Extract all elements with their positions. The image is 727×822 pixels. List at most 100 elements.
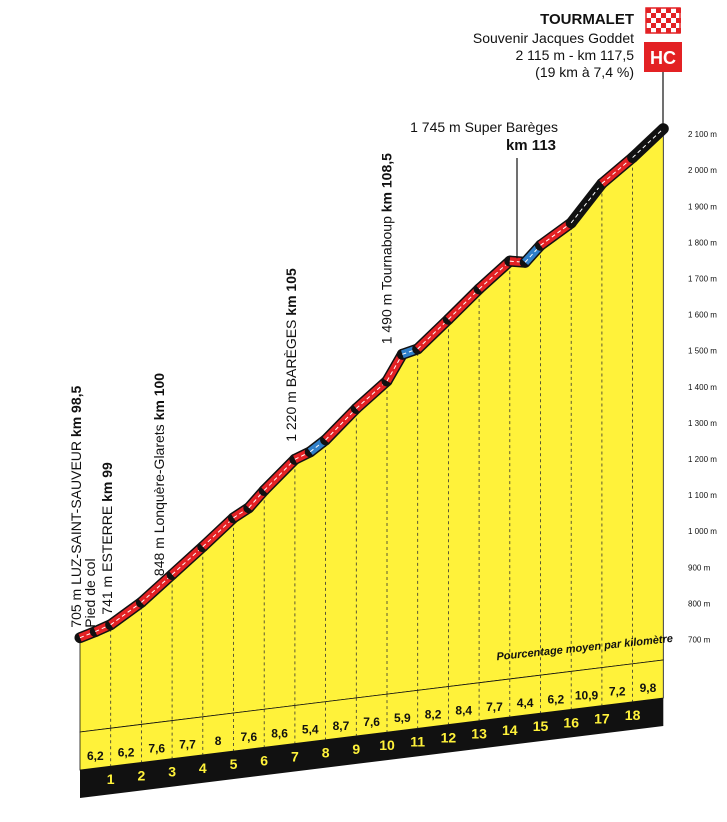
place-label: 1 220 m BARÈGES km 105 <box>283 268 299 442</box>
gradient-label: 5,4 <box>302 723 319 737</box>
road-segment <box>169 543 206 578</box>
place-annotation: 1 490 m Tournaboup km 108,5 <box>378 153 394 344</box>
road-centerline <box>509 260 526 263</box>
y-tick-label: 700 m <box>688 636 711 645</box>
y-tick-label: 1 100 m <box>688 491 717 500</box>
road-centerline <box>417 318 449 350</box>
summit-name: TOURMALET <box>540 11 634 28</box>
y-tick-label: 1 600 m <box>688 311 717 320</box>
km-label: 17 <box>594 711 610 727</box>
y-tick-label: 1 200 m <box>688 455 717 464</box>
gradient-label: 8,2 <box>425 707 442 721</box>
km-label: 10 <box>379 737 395 753</box>
y-tick-label: 1 300 m <box>688 419 717 428</box>
road-centerline <box>79 631 96 639</box>
summit-block: TOURMALET Souvenir Jacques Goddet 2 115 … <box>473 7 682 130</box>
gradient-label: 7,7 <box>486 700 503 714</box>
checkered-flag-icon <box>645 7 681 34</box>
road-centerline <box>540 222 572 246</box>
gradient-label: 10,9 <box>575 688 599 702</box>
km-label: 4 <box>199 760 207 776</box>
km-label: 18 <box>625 707 641 723</box>
gradient-label: 9,8 <box>640 681 657 695</box>
gradient-label: 6,2 <box>548 692 565 706</box>
place-km: km 108,5 <box>378 153 394 212</box>
gradient-label: 8 <box>215 734 222 748</box>
gradient-label: 7,7 <box>179 738 196 752</box>
gradient-label: 7,6 <box>148 742 165 756</box>
altitude-axis: 700 m 800 m 900 m 1 000 m 1 100 m 1 200 m 1 30… <box>688 130 717 644</box>
km-label: 12 <box>441 730 457 746</box>
place-sub: Pied de col <box>82 558 98 627</box>
y-tick-label: 900 m <box>688 563 711 572</box>
place-name: 848 m Lonquère-Glarets <box>151 420 167 576</box>
km-label: 14 <box>502 722 518 738</box>
road-segment <box>353 378 390 412</box>
km-label: 8 <box>322 745 330 761</box>
gradient-label: 7,6 <box>363 715 380 729</box>
category-label: HC <box>650 48 676 68</box>
place-km: km 99 <box>99 462 115 502</box>
road-centerline <box>248 490 265 509</box>
gradient-label: 6,2 <box>118 745 135 759</box>
place-name: 1 220 m BARÈGES <box>283 316 299 442</box>
y-tick-label: 1 500 m <box>688 347 717 356</box>
base-band: 1 2 3 4 5 6 7 8 9 10 11 12 13 14 15 16 17 18 <box>79 659 664 798</box>
place-label: 705 m LUZ-SAINT-SAUVEUR km 98,5 <box>68 385 84 627</box>
road-centerline <box>263 459 296 491</box>
km-label: 13 <box>471 726 487 742</box>
gradient-label: 8,4 <box>455 704 472 718</box>
km-band <box>80 698 664 798</box>
super-bareges-label: 1 745 m Super Barèges <box>410 119 558 135</box>
km-label: 1 <box>107 771 115 787</box>
km-label: 15 <box>533 718 549 734</box>
category-badge <box>644 42 682 72</box>
km-label: 16 <box>563 714 579 730</box>
place-name: 1 490 m Tournaboup <box>378 212 394 344</box>
summit-altitude: 2 115 m - km 117,5 <box>515 47 634 63</box>
gradient-label: 5,9 <box>394 711 411 725</box>
place-km: km 98,5 <box>68 385 84 437</box>
road-centerline <box>448 288 480 320</box>
y-tick-label: 1 900 m <box>688 202 717 211</box>
place-km: km 105 <box>283 268 299 316</box>
place-annotation: 848 m Lonquère-Glarets km 100 <box>151 373 167 576</box>
road-centerline <box>524 244 541 263</box>
gradient-labels: 6,2 6,2 7,6 7,7 8 7,6 8,6 5,4 8,7 7,6 5,9 8,2 8,4 7,7… <box>87 681 657 763</box>
road-line <box>74 123 669 644</box>
gradient-label: 6,2 <box>87 749 104 763</box>
y-tick-label: 1 400 m <box>688 383 717 392</box>
gradient-label: 4,4 <box>517 696 534 710</box>
y-tick-label: 1 000 m <box>688 527 717 536</box>
y-tick-label: 2 000 m <box>688 166 717 175</box>
road-segment <box>138 571 175 606</box>
road-centerline <box>202 517 234 548</box>
road-centerline <box>570 183 603 224</box>
km-label: 2 <box>138 767 146 783</box>
summit-subtitle: Souvenir Jacques Goddet <box>473 30 634 46</box>
km-label: 5 <box>230 756 238 772</box>
y-tick-label: 1 700 m <box>688 275 717 284</box>
place-label: 741 m ESTERRE km 99 <box>99 462 115 615</box>
summit-climb: (19 km à 7,4 %) <box>535 64 634 80</box>
road-centerline <box>325 408 357 441</box>
road-centerline <box>110 601 142 626</box>
place-annotation: 1 220 m BARÈGES km 105 <box>283 268 299 442</box>
road-centerline <box>402 348 418 355</box>
km-label: 9 <box>352 741 360 757</box>
place-label: 848 m Lonquère-Glarets km 100 <box>151 373 167 576</box>
km-label: 11 <box>410 733 425 749</box>
road-segment <box>599 154 636 187</box>
place-label: 1 490 m Tournaboup km 108,5 <box>378 153 394 344</box>
y-tick-label: 800 m <box>688 599 711 608</box>
gradient-label: 8,6 <box>271 726 288 740</box>
road-centerline <box>632 128 664 158</box>
road-centerline <box>386 354 403 382</box>
gradient-label: 8,7 <box>333 719 350 733</box>
y-tick-label: 2 100 m <box>688 130 717 139</box>
km-label: 7 <box>291 748 299 764</box>
place-name: 705 m LUZ-SAINT-SAUVEUR <box>68 437 84 628</box>
place-name: 741 m ESTERRE <box>99 502 115 615</box>
